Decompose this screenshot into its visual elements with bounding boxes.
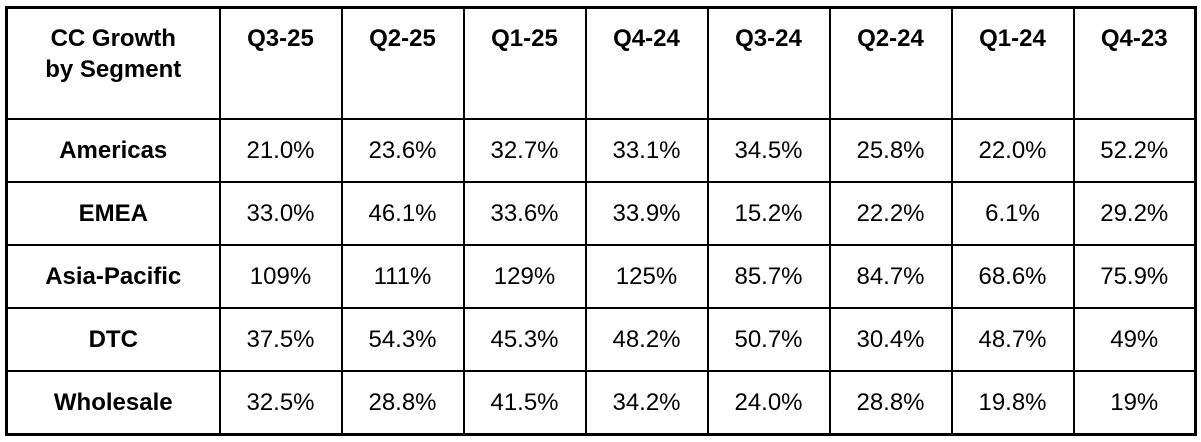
column-header-q1-25: Q1-25 [462, 6, 587, 120]
table-cell: 54.3% [340, 307, 465, 372]
table-cell: 15.2% [706, 181, 831, 246]
corner-header: CC Growth by Segment [5, 6, 221, 120]
table-row-wholesale: Wholesale 32.5% 28.8% 41.5% 34.2% 24.0% … [5, 370, 1197, 436]
table-cell: 19% [1072, 370, 1197, 436]
corner-header-line2: by Segment [45, 56, 182, 83]
table-cell: 34.2% [584, 370, 709, 436]
row-label-emea: EMEA [5, 181, 221, 246]
table-cell: 84.7% [828, 244, 953, 309]
table-cell: 125% [584, 244, 709, 309]
row-label-dtc: DTC [5, 307, 221, 372]
table-cell: 109% [218, 244, 343, 309]
column-header-q3-24: Q3-24 [706, 6, 831, 120]
table-cell: 32.7% [462, 118, 587, 183]
corner-header-line1: CC Growth [50, 25, 176, 52]
column-header-q2-25: Q2-25 [340, 6, 465, 120]
table-cell: 22.2% [828, 181, 953, 246]
table-cell: 19.8% [950, 370, 1075, 436]
row-label-wholesale: Wholesale [5, 370, 221, 436]
table-cell: 24.0% [706, 370, 831, 436]
table-cell: 129% [462, 244, 587, 309]
row-label-americas: Americas [5, 118, 221, 183]
table-cell: 37.5% [218, 307, 343, 372]
column-header-q4-23: Q4-23 [1072, 6, 1197, 120]
table-row-dtc: DTC 37.5% 54.3% 45.3% 48.2% 50.7% 30.4% … [5, 307, 1197, 372]
column-header-q1-24: Q1-24 [950, 6, 1075, 120]
table-cell: 45.3% [462, 307, 587, 372]
table-cell: 23.6% [340, 118, 465, 183]
table-cell: 28.8% [828, 370, 953, 436]
column-header-q3-25: Q3-25 [218, 6, 343, 120]
table-cell: 85.7% [706, 244, 831, 309]
table-cell: 29.2% [1072, 181, 1197, 246]
table-cell: 52.2% [1072, 118, 1197, 183]
table-cell: 33.0% [218, 181, 343, 246]
table-cell: 48.2% [584, 307, 709, 372]
table-cell: 50.7% [706, 307, 831, 372]
table-cell: 21.0% [218, 118, 343, 183]
table-cell: 32.5% [218, 370, 343, 436]
table-cell: 25.8% [828, 118, 953, 183]
row-label-asia-pacific: Asia-Pacific [5, 244, 221, 309]
table-cell: 49% [1072, 307, 1197, 372]
table-cell: 46.1% [340, 181, 465, 246]
table-cell: 33.1% [584, 118, 709, 183]
column-header-q2-24: Q2-24 [828, 6, 953, 120]
table-cell: 68.6% [950, 244, 1075, 309]
table-row-asia-pacific: Asia-Pacific 109% 111% 129% 125% 85.7% 8… [5, 244, 1197, 309]
table-cell: 111% [340, 244, 465, 309]
table-cell: 75.9% [1072, 244, 1197, 309]
table-cell: 30.4% [828, 307, 953, 372]
table-cell: 33.6% [462, 181, 587, 246]
table-cell: 48.7% [950, 307, 1075, 372]
table-cell: 34.5% [706, 118, 831, 183]
table-cell: 28.8% [340, 370, 465, 436]
table-row-emea: EMEA 33.0% 46.1% 33.6% 33.9% 15.2% 22.2%… [5, 181, 1197, 246]
table-cell: 6.1% [950, 181, 1075, 246]
table-cell: 41.5% [462, 370, 587, 436]
column-header-q4-24: Q4-24 [584, 6, 709, 120]
table-cell: 22.0% [950, 118, 1075, 183]
header-row: CC Growth by Segment Q3-25 Q2-25 Q1-25 Q… [5, 6, 1197, 120]
cc-growth-by-segment-table: CC Growth by Segment Q3-25 Q2-25 Q1-25 Q… [5, 6, 1197, 436]
table-row-americas: Americas 21.0% 23.6% 32.7% 33.1% 34.5% 2… [5, 118, 1197, 183]
table-cell: 33.9% [584, 181, 709, 246]
